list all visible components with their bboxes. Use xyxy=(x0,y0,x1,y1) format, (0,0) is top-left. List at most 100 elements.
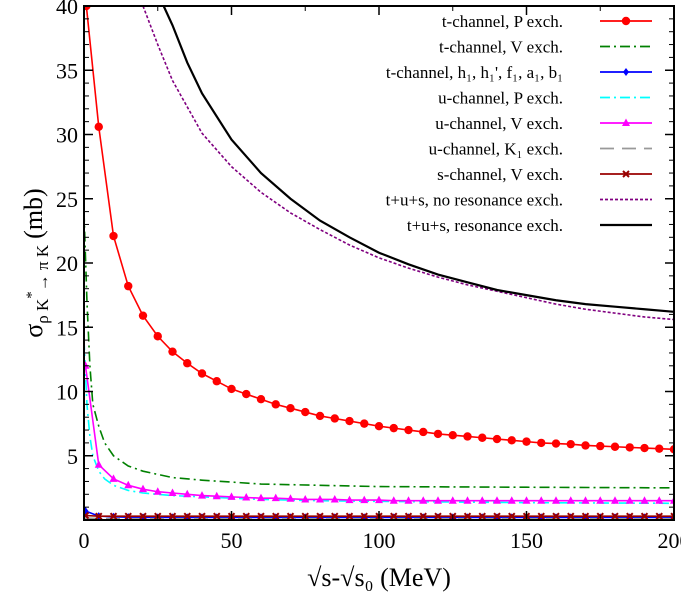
data-point xyxy=(271,400,280,409)
data-point xyxy=(183,489,192,498)
data-point xyxy=(404,512,413,520)
data-point xyxy=(566,439,575,449)
legend-marker xyxy=(622,118,630,126)
data-point xyxy=(124,480,133,489)
data-point xyxy=(212,491,221,500)
data-point xyxy=(360,419,369,428)
data-point xyxy=(315,411,325,421)
data-point xyxy=(271,493,280,502)
data-point xyxy=(419,496,428,504)
data-point xyxy=(84,507,89,516)
data-point xyxy=(478,512,486,520)
data-point xyxy=(581,512,590,520)
data-point xyxy=(625,443,634,452)
legend-label: s-channel, V exch. xyxy=(437,165,563,184)
data-point xyxy=(448,496,457,504)
data-point xyxy=(153,487,162,495)
data-point xyxy=(374,421,384,431)
data-point xyxy=(537,512,545,520)
data-point xyxy=(286,404,295,413)
data-point xyxy=(109,512,118,520)
y-tick-label: 40 xyxy=(56,0,78,19)
data-point xyxy=(640,443,649,453)
data-point xyxy=(124,281,133,291)
data-point xyxy=(581,496,590,504)
y-axis-label: σρ K*→ π K (mb) xyxy=(19,188,52,337)
legend-item: u-channel, P exch. xyxy=(438,89,652,108)
data-point xyxy=(493,512,501,520)
data-point xyxy=(640,512,649,520)
y-tick-label: 15 xyxy=(56,315,78,340)
data-point xyxy=(286,512,295,520)
data-point xyxy=(227,492,236,500)
data-point xyxy=(139,484,147,493)
data-point xyxy=(640,496,649,504)
data-point xyxy=(448,430,457,440)
data-point xyxy=(168,347,177,356)
ticks-layer: 0 50 100 150 200 5 10 15 20 25 30 35 40 xyxy=(56,0,681,553)
x-tick-label: 50 xyxy=(221,528,243,553)
data-point xyxy=(551,439,561,448)
legend-label: u-channel, P exch. xyxy=(438,89,563,108)
data-point xyxy=(272,512,280,520)
legend-label: t-channel, P exch. xyxy=(442,12,563,31)
data-point xyxy=(242,512,250,520)
data-point xyxy=(183,359,192,368)
data-point xyxy=(566,496,575,504)
legend: t-channel, P exch. t-channel, V exch. t-ch… xyxy=(386,12,652,235)
data-point xyxy=(94,122,103,131)
data-point xyxy=(183,512,191,520)
legend-label: u-channel, K₁ exch. xyxy=(429,140,563,159)
x-tick-label: 200 xyxy=(658,528,681,553)
data-point xyxy=(463,496,472,504)
data-point xyxy=(345,495,354,504)
y-tick-label: 20 xyxy=(56,251,78,276)
data-point xyxy=(567,512,575,520)
data-point xyxy=(330,494,339,503)
data-point xyxy=(611,496,619,504)
data-point xyxy=(610,442,620,451)
data-point xyxy=(94,460,103,468)
legend-item: s-channel, V exch. xyxy=(437,165,652,184)
data-point xyxy=(168,512,177,520)
data-point xyxy=(139,512,147,520)
series-line-0 xyxy=(85,6,674,451)
data-point xyxy=(198,491,206,499)
series-3 xyxy=(84,340,674,505)
data-point xyxy=(581,441,590,450)
legend-item: t+u+s, resonance exch. xyxy=(407,216,652,235)
data-point xyxy=(212,377,221,386)
data-point xyxy=(242,493,251,501)
data-point xyxy=(84,361,90,369)
data-point xyxy=(389,423,398,433)
legend-label: t+u+s, no resonance exch. xyxy=(386,191,563,210)
legend-label: t+u+s, resonance exch. xyxy=(407,216,563,235)
data-point xyxy=(242,389,251,399)
data-point xyxy=(522,496,531,504)
legend-marker xyxy=(621,16,631,26)
data-point xyxy=(434,496,442,504)
data-point xyxy=(109,231,118,241)
y-axis-label-main: σ xyxy=(19,324,48,338)
data-point xyxy=(389,496,398,504)
data-point xyxy=(198,512,206,520)
series-line-8 xyxy=(162,6,674,313)
data-point xyxy=(433,429,443,439)
data-point xyxy=(419,427,428,437)
y-tick-label: 30 xyxy=(56,123,78,148)
data-point xyxy=(463,432,472,441)
series-line-4 xyxy=(84,365,674,502)
y-axis-label-sup: * xyxy=(24,291,40,299)
data-point xyxy=(508,512,516,520)
series-line-1 xyxy=(84,211,674,489)
data-point xyxy=(153,332,162,341)
series-7 xyxy=(142,6,674,321)
data-point xyxy=(596,441,605,451)
data-point xyxy=(197,369,207,378)
series-8 xyxy=(162,6,674,313)
data-point xyxy=(331,512,339,520)
x-axis-label: √s-√s₀ (MeV) xyxy=(307,563,451,592)
data-point xyxy=(301,494,310,503)
x-tick-label: 0 xyxy=(79,528,90,553)
